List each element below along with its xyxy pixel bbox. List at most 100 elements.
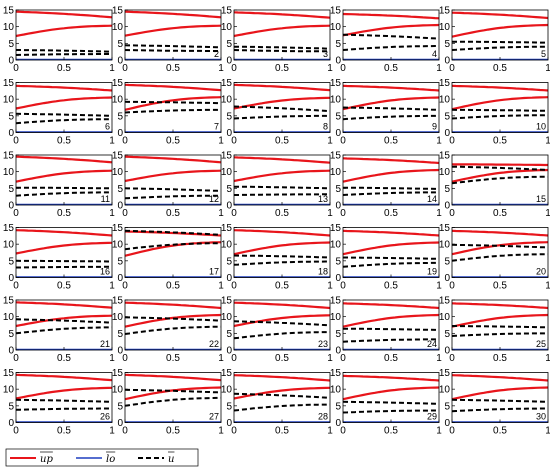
panel-number-label: 27 (209, 412, 219, 422)
series-up-lower-line (342, 241, 440, 256)
y-tick-label: 0 (226, 56, 232, 67)
y-tick-label: 10 (112, 240, 124, 251)
series-up-lower-line (15, 314, 113, 328)
series-u-lower-line (234, 193, 330, 196)
series-u-upper-line (15, 398, 113, 403)
y-tick-label: 10 (112, 22, 124, 33)
x-tick-label: 0.5 (166, 208, 180, 219)
series-up-lower-line (451, 386, 549, 401)
x-tick-label: 1 (327, 281, 333, 292)
panel-number-label: 12 (209, 194, 219, 204)
series-u-upper-line (233, 392, 331, 399)
y-tick-label: 0 (335, 273, 341, 284)
x-tick-label: 1 (545, 353, 550, 364)
y-tick-label: 5 (117, 401, 123, 412)
x-tick-label: 1 (218, 136, 224, 147)
panel-number-label: 21 (100, 339, 110, 349)
panel-8: 0 5 10 15 0 0.5 1 8 (221, 78, 333, 147)
y-tick-label: 0 (226, 418, 232, 429)
x-tick-label: 0.5 (493, 63, 507, 74)
x-tick-label: 0.5 (57, 136, 71, 147)
y-tick-label: 15 (439, 368, 451, 379)
series-u-lower-line (233, 403, 331, 412)
x-tick-label: 0 (449, 208, 455, 219)
y-tick-label: 15 (439, 6, 451, 17)
y-tick-label: 15 (330, 6, 342, 17)
x-tick-label: 0.5 (166, 281, 180, 292)
series-up-lower-line (451, 168, 549, 183)
y-tick-label: 0 (226, 201, 232, 212)
y-tick-label: 5 (444, 329, 450, 340)
panel-26: 0 5 10 15 0 0.5 1 26 (3, 368, 115, 437)
y-tick-label: 5 (226, 401, 232, 412)
y-tick-label: 15 (112, 223, 124, 234)
legend: up lo u (5, 448, 199, 467)
series-up-lower-line (342, 168, 440, 183)
panel-number-label: 13 (318, 194, 328, 204)
y-tick-label: 0 (444, 56, 450, 67)
x-tick-label: 0 (13, 63, 19, 74)
x-tick-label: 1 (109, 136, 115, 147)
x-tick-label: 1 (109, 63, 115, 74)
x-tick-label: 0 (340, 136, 346, 147)
panel-number-label: 20 (536, 267, 546, 277)
y-tick-label: 5 (444, 401, 450, 412)
x-tick-label: 0 (231, 208, 237, 219)
series-u-upper-line (124, 44, 222, 49)
series-u-upper-line (16, 49, 113, 53)
x-tick-label: 1 (218, 208, 224, 219)
series-up-lower-line (233, 314, 331, 328)
series-up-line (124, 83, 222, 92)
y-tick-label: 15 (112, 368, 124, 379)
y-tick-label: 5 (226, 111, 232, 122)
series-up-lower-line (451, 241, 549, 256)
panel-27: 0 5 10 15 0 0.5 1 27 (112, 368, 224, 437)
series-up-lower-line (233, 96, 331, 110)
x-tick-label: 0 (231, 281, 237, 292)
y-tick-label: 0 (8, 418, 14, 429)
x-tick-label: 1 (436, 63, 442, 74)
y-tick-label: 0 (226, 346, 232, 357)
y-tick-label: 0 (8, 56, 14, 67)
y-tick-label: 5 (444, 111, 450, 122)
y-tick-label: 15 (112, 78, 124, 89)
x-tick-label: 0.5 (493, 353, 507, 364)
x-tick-label: 1 (109, 426, 115, 437)
y-tick-label: 0 (8, 346, 14, 357)
panel-22: 0 5 10 15 0 0.5 1 22 (112, 296, 224, 365)
y-tick-label: 0 (117, 128, 123, 139)
y-tick-label: 0 (335, 418, 341, 429)
y-tick-label: 5 (8, 111, 14, 122)
legend-label-u: u (168, 454, 174, 465)
y-tick-label: 10 (3, 240, 15, 251)
series-up-line (451, 302, 549, 310)
panel-15: 0 5 10 15 0 0.5 1 15 (439, 151, 550, 220)
panel-4: 0 5 10 15 0 0.5 1 4 (330, 6, 442, 75)
y-tick-label: 0 (335, 56, 341, 67)
panel-frame (124, 154, 222, 206)
panel-number-label: 22 (209, 339, 219, 349)
y-tick-label: 15 (221, 296, 233, 307)
y-tick-label: 5 (444, 39, 450, 50)
y-tick-label: 5 (226, 329, 232, 340)
series-up-lower-line (233, 24, 331, 38)
panel-23: 0 5 10 15 0 0.5 1 23 (221, 296, 333, 365)
series-up-line (342, 229, 440, 237)
series-up-line (451, 11, 549, 20)
series-up-line (451, 163, 548, 167)
series-u-upper-line (124, 316, 222, 322)
x-tick-label: 1 (327, 353, 333, 364)
panel-10: 0 5 10 15 0 0.5 1 10 (439, 78, 550, 147)
x-tick-label: 1 (218, 281, 224, 292)
panel-24: 0 5 10 15 0 0.5 1 24 (330, 296, 442, 365)
panel-20: 0 5 10 15 0 0.5 1 20 (439, 223, 550, 292)
y-tick-label: 15 (221, 151, 233, 162)
panel-number-label: 17 (209, 267, 219, 277)
y-tick-label: 15 (439, 223, 451, 234)
panel-17: 0 5 10 15 0 0.5 1 17 (112, 223, 224, 292)
x-tick-label: 0 (231, 426, 237, 437)
y-tick-label: 10 (221, 95, 233, 106)
x-tick-label: 0 (340, 353, 346, 364)
